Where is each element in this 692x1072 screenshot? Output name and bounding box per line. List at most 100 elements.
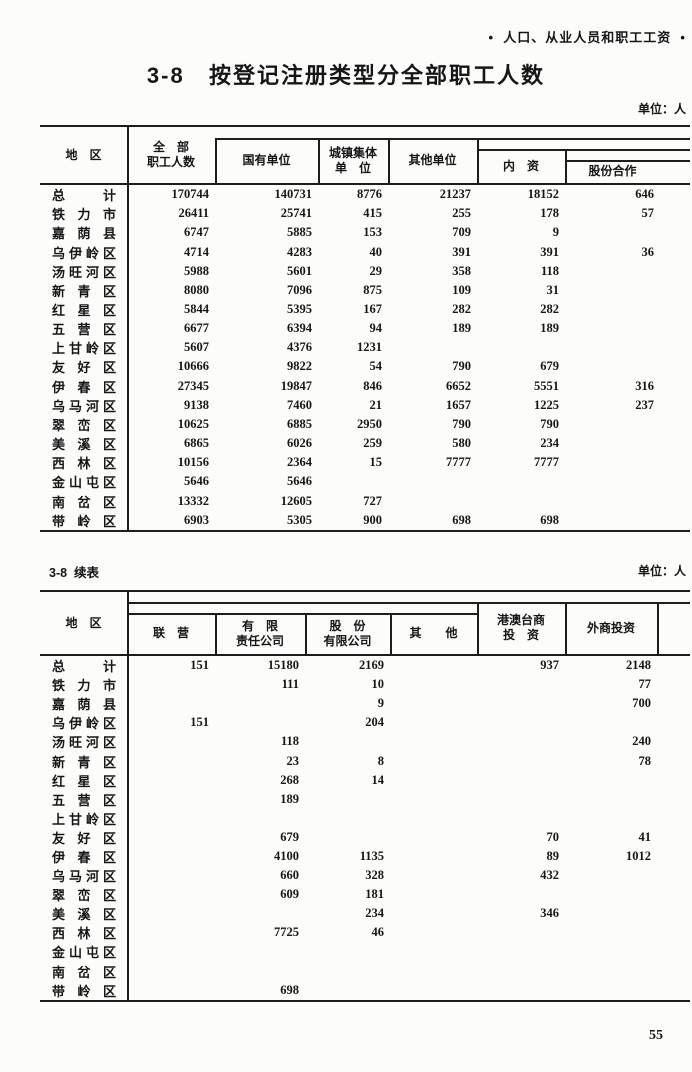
value-cell: 679 — [280, 829, 299, 844]
header-total-employees: 全 部 职工人数 — [146, 140, 195, 169]
value-cell: 36 — [641, 244, 655, 259]
header-rule — [565, 149, 567, 183]
region-column-divider — [127, 125, 129, 530]
value-cell — [127, 771, 215, 790]
header-rule — [657, 602, 659, 654]
region-cell: 南岔区 — [40, 962, 127, 981]
value-cell: 4283 — [287, 244, 312, 259]
value-cell — [390, 847, 477, 866]
value-cell: 700 — [632, 696, 651, 711]
value-cell: 900 — [363, 512, 382, 527]
header-rule — [565, 160, 690, 162]
value-cell: 181 — [365, 887, 384, 902]
header-rule — [477, 602, 479, 654]
value-cell — [215, 904, 305, 923]
region-cell: 伊春区 — [40, 377, 127, 396]
value-cell: 153 — [363, 225, 382, 240]
value-cell: 54 — [369, 359, 383, 374]
value-cell: 13332 — [177, 493, 209, 508]
value-cell: 5646 — [184, 474, 209, 489]
value-cell: 609 — [280, 887, 299, 902]
region-cell: 伊春区 — [40, 847, 127, 866]
value-cell — [305, 732, 390, 751]
region-label: 汤旺河区 — [52, 264, 116, 280]
value-cell: 9 — [377, 696, 384, 711]
value-cell — [390, 942, 477, 961]
region-cell: 友好区 — [40, 357, 127, 376]
value-cell: 94 — [369, 321, 383, 336]
value-cell: 6865 — [184, 436, 209, 451]
value-cell — [477, 338, 565, 357]
value-cell — [127, 847, 215, 866]
value-cell: 234 — [365, 906, 384, 921]
value-cell — [390, 828, 477, 847]
region-cell: 南岔区 — [40, 492, 127, 511]
value-cell: 2169 — [359, 658, 384, 673]
value-cell: 5305 — [287, 512, 312, 527]
header-rule — [565, 602, 567, 654]
value-cell: 9138 — [184, 397, 209, 412]
region-label: 红星区 — [52, 773, 116, 789]
region-cell: 翠峦区 — [40, 415, 127, 434]
table-row: 乌伊岭区 151 204 — [40, 713, 690, 732]
header-joint-operation: 联 营 — [152, 626, 189, 640]
value-cell: 255 — [452, 206, 471, 221]
value-cell: 2364 — [287, 455, 312, 470]
value-cell: 234 — [540, 436, 559, 451]
value-cell: 346 — [540, 906, 559, 921]
region-cell: 上甘岭区 — [40, 338, 127, 357]
region-label: 嘉荫县 — [52, 697, 116, 713]
value-cell — [127, 962, 215, 981]
header-domestic-capital: 内 资 — [502, 158, 539, 173]
header-state-owned: 国有单位 — [242, 153, 291, 167]
value-cell — [215, 942, 305, 961]
value-cell: 151 — [190, 658, 209, 673]
value-cell — [565, 923, 657, 942]
table-row: 西林区 7725 46 — [40, 923, 690, 942]
region-label: 总计 — [52, 188, 116, 204]
value-cell: 8080 — [184, 282, 209, 297]
value-cell — [390, 771, 477, 790]
value-cell: 10 — [371, 677, 385, 692]
value-cell: 6885 — [287, 416, 312, 431]
value-cell: 189 — [452, 321, 471, 336]
value-cell: 5844 — [184, 302, 209, 317]
table-row: 五营区 6677 6394 94 189 189 — [40, 319, 690, 338]
region-label: 总计 — [52, 659, 116, 675]
page-title: 3-8 按登记注册类型分全部职工人数 — [146, 63, 546, 88]
table-row: 西林区 10156 2364 15 7777 7777 — [40, 453, 690, 472]
value-cell — [477, 771, 565, 790]
value-cell: 6394 — [287, 321, 312, 336]
value-cell — [390, 904, 477, 923]
value-cell — [305, 809, 390, 828]
region-cell: 乌马河区 — [40, 866, 127, 885]
region-label: 伊春区 — [52, 379, 116, 395]
region-cell: 金山屯区 — [40, 942, 127, 961]
region-column-divider — [127, 590, 129, 1000]
table-row: 金山屯区 5646 5646 — [40, 472, 690, 491]
value-cell: 282 — [540, 302, 559, 317]
value-cell: 4376 — [287, 340, 312, 355]
value-cell — [215, 962, 305, 981]
value-cell: 698 — [540, 512, 559, 527]
value-cell: 790 — [540, 416, 559, 431]
value-cell — [565, 962, 657, 981]
value-cell — [565, 300, 660, 319]
region-label: 美溪区 — [52, 437, 116, 453]
region-cell: 乌伊岭区 — [40, 713, 127, 732]
value-cell — [127, 751, 215, 770]
value-cell: 118 — [280, 734, 299, 749]
value-cell: 2148 — [626, 658, 651, 673]
value-cell: 6026 — [287, 436, 312, 451]
value-cell — [565, 357, 660, 376]
table-row: 乌马河区 660 328 432 — [40, 866, 690, 885]
region-label: 南岔区 — [52, 494, 116, 510]
value-cell: 727 — [363, 493, 382, 508]
value-cell — [127, 675, 215, 694]
value-cell: 259 — [363, 436, 382, 451]
value-cell: 790 — [452, 359, 471, 374]
table-row: 嘉荫县 9 700 — [40, 694, 690, 713]
unit-label: 单位：人 — [637, 102, 686, 116]
value-cell — [565, 713, 657, 732]
region-label: 红星区 — [52, 303, 116, 319]
